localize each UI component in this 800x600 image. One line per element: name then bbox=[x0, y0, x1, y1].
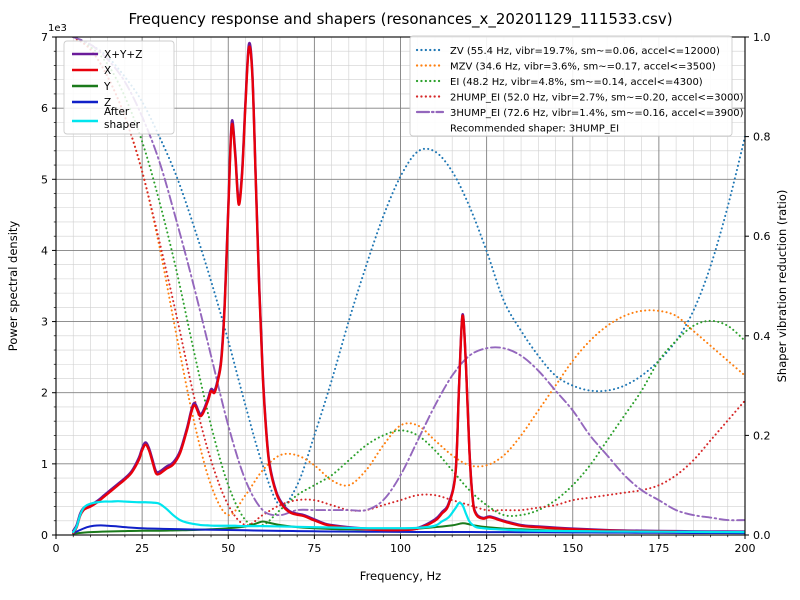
y2-axis-label: Shaper vibration reduction (ratio) bbox=[775, 190, 789, 383]
y-axis-label: Power spectral density bbox=[6, 221, 20, 352]
xtick-label: 75 bbox=[307, 542, 321, 555]
axis-ticks: 0 25 50 75 100 125 150 175 200 0 1 2 3 4 5 6 7 0.0 0.2 0.4 0… bbox=[41, 31, 771, 555]
ytick-label: 7 bbox=[41, 31, 48, 44]
ytick-label: 3 bbox=[41, 316, 48, 329]
ytick-label: 4 bbox=[41, 244, 48, 257]
psd-curve-x bbox=[72, 45, 678, 535]
psd-curve-after-shaper bbox=[72, 500, 745, 534]
legend-left-label2-4: shaper bbox=[104, 119, 141, 131]
y2tick-label: 0.8 bbox=[753, 131, 771, 144]
legend-left-label-1: X bbox=[104, 65, 111, 77]
legend-right-label-mzv: MZV (34.6 Hz, vibr=3.6%, sm~=0.17, accel… bbox=[450, 62, 716, 73]
shaper-curve-ei bbox=[72, 37, 745, 527]
xtick-label: 25 bbox=[135, 542, 149, 555]
y2tick-label: 0.6 bbox=[753, 230, 771, 243]
legend-left-label-4: After bbox=[104, 106, 130, 118]
xtick-label: 200 bbox=[735, 542, 756, 555]
legend-left-label-2: Y bbox=[103, 81, 111, 93]
xtick-label: 100 bbox=[390, 542, 411, 555]
ytick-label: 5 bbox=[41, 173, 48, 186]
legend-right-label-ei: EI (48.2 Hz, vibr=4.8%, sm~=0.14, accel<… bbox=[450, 77, 703, 88]
legend-right-label-2hump_ei: 2HUMP_EI (52.0 Hz, vibr=2.7%, sm~=0.20, … bbox=[450, 93, 744, 104]
shaper-curve-2hump_ei bbox=[72, 37, 745, 527]
xtick-label: 175 bbox=[648, 542, 669, 555]
psd-curve-z bbox=[72, 524, 745, 535]
legend-left-label-0: X+Y+Z bbox=[104, 49, 142, 61]
xtick-label: 150 bbox=[562, 542, 583, 555]
y2tick-label: 0.2 bbox=[753, 429, 771, 442]
shaper-curve-mzv bbox=[72, 37, 745, 517]
y2tick-label: 0.0 bbox=[753, 529, 771, 542]
legend-right-label-3hump_ei: 3HUMP_EI (72.6 Hz, vibr=1.4%, sm~=0.16, … bbox=[450, 108, 744, 119]
x-axis-label: Frequency, Hz bbox=[360, 569, 441, 583]
recommended-shaper-annotation: Recommended shaper: 3HUMP_EI bbox=[450, 124, 619, 135]
y-axis-exponent-label: 1e3 bbox=[48, 23, 67, 34]
xtick-label: 50 bbox=[221, 542, 235, 555]
legend-left-label-3: Z bbox=[104, 97, 111, 109]
ytick-label: 6 bbox=[41, 102, 48, 115]
xtick-label: 125 bbox=[476, 542, 497, 555]
ytick-label: 1 bbox=[41, 458, 48, 471]
shaper-curve-3hump_ei bbox=[72, 37, 745, 522]
shaper-curve-zv bbox=[72, 37, 745, 507]
legend-right-box bbox=[409, 35, 733, 137]
chart-title: Frequency response and shapers (resonanc… bbox=[128, 10, 672, 29]
legend-right[interactable]: ZV (55.4 Hz, vibr=19.7%, sm~=0.06, accel… bbox=[409, 35, 744, 137]
ytick-label: 2 bbox=[41, 387, 48, 400]
y2tick-label: 1.0 bbox=[753, 31, 771, 44]
data-layer bbox=[72, 37, 745, 535]
ytick-label: 0 bbox=[41, 529, 48, 542]
legend-right-label-zv: ZV (55.4 Hz, vibr=19.7%, sm~=0.06, accel… bbox=[450, 46, 720, 57]
xtick-label: 0 bbox=[53, 542, 60, 555]
legend-left-box bbox=[63, 40, 175, 135]
y2tick-label: 0.4 bbox=[753, 330, 771, 343]
